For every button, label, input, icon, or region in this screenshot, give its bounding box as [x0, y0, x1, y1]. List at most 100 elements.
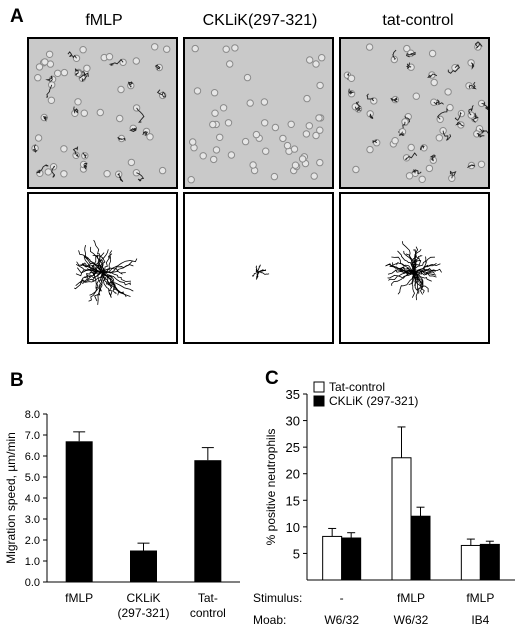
cell [302, 130, 311, 138]
cell-track [258, 268, 267, 273]
cell-track [414, 255, 423, 272]
cell [428, 49, 437, 58]
cell [303, 94, 311, 103]
x-tick-label: fMLP [65, 591, 93, 605]
cell [193, 87, 202, 95]
cell-track [372, 139, 378, 144]
cell [312, 131, 320, 140]
micrograph-background [341, 39, 488, 187]
cell-track [369, 113, 374, 120]
cell-track [403, 250, 416, 273]
chart-positive-neutrophils: 5 10 15 20 25 30 35 % positive neutrophils Tat-c… [253, 380, 515, 627]
cell [261, 119, 269, 127]
cell [291, 161, 300, 169]
cell-track [476, 132, 485, 138]
cell-track [51, 165, 56, 178]
cell [209, 120, 217, 129]
bar [479, 543, 500, 581]
cell [405, 172, 414, 180]
cell-track [101, 271, 120, 296]
cell-track [406, 62, 412, 70]
cell [127, 158, 136, 167]
cell [105, 53, 114, 61]
cell [316, 158, 324, 167]
cell-track [73, 106, 79, 114]
y-tick-label: 4.0 [25, 493, 40, 505]
y-tick-label: 6.0 [25, 451, 40, 463]
cell-track [102, 258, 138, 274]
cell [60, 170, 68, 178]
cell-track [447, 64, 460, 74]
x-tick-label: Tat- [198, 591, 218, 605]
bar [410, 515, 431, 581]
cell-track [389, 265, 415, 273]
moab-label: W6/32 [324, 613, 359, 627]
cell [241, 137, 250, 146]
cell [271, 123, 280, 132]
cell [210, 89, 219, 97]
cell [47, 96, 56, 104]
cell-track [102, 267, 126, 275]
y-tick-label: 8.0 [25, 409, 40, 421]
cell-track [117, 172, 124, 182]
cell-track [398, 131, 405, 136]
cell-track [102, 271, 117, 294]
y-tick-label: 20 [286, 467, 300, 482]
stimulus-label: fMLP [397, 591, 425, 605]
cell-track [391, 271, 415, 286]
cell-track [84, 244, 103, 273]
micrograph-fmlp-image [29, 39, 176, 187]
cell [79, 46, 87, 54]
cell [425, 164, 434, 173]
legend-swatch [313, 395, 325, 407]
row-label: Stimulus: [253, 591, 302, 605]
cell [212, 146, 221, 154]
cell [163, 45, 171, 53]
cell-track [387, 271, 416, 279]
cell [446, 103, 454, 112]
cell [60, 68, 69, 77]
cell-track [366, 93, 375, 102]
cell [298, 155, 307, 163]
cell-track [92, 255, 105, 273]
cell [305, 122, 314, 130]
cell [477, 160, 486, 169]
cell-track [102, 260, 133, 274]
cell [418, 175, 426, 184]
micrograph-tat-control [339, 37, 490, 189]
cell [103, 170, 111, 178]
y-tick-label: 25 [286, 440, 300, 455]
cell-track [437, 107, 449, 120]
cell [227, 151, 236, 159]
cell [287, 120, 295, 129]
cell-track [442, 130, 452, 141]
bar [130, 550, 157, 582]
x-tick-label: (297-321) [117, 606, 169, 620]
cell [310, 172, 318, 180]
cell [158, 166, 167, 175]
bar [460, 544, 481, 581]
cell-track [42, 116, 48, 122]
cell [279, 134, 287, 143]
panel-a-letter: A [10, 6, 24, 27]
cell-track [72, 146, 79, 158]
cell [96, 108, 105, 117]
cell [316, 81, 324, 90]
cell-track [102, 250, 113, 273]
track-plot-tat-control-image [341, 194, 488, 342]
y-axis-label: % positive neutrophils [264, 429, 278, 546]
panel-b-letter: B [10, 370, 24, 391]
legend-label: Tat-control [329, 380, 385, 394]
y-tick-label: 30 [286, 414, 300, 429]
cell [54, 69, 62, 77]
cell [41, 58, 49, 66]
col-title-fmlp: fMLP [85, 12, 123, 29]
track-plot-fmlp [27, 192, 178, 344]
cell-track [76, 267, 103, 274]
cell [270, 172, 279, 181]
cell-track [154, 64, 161, 70]
cell [216, 133, 224, 142]
cell [231, 44, 239, 52]
y-tick-label: 0.0 [25, 577, 40, 589]
cell [246, 99, 254, 107]
